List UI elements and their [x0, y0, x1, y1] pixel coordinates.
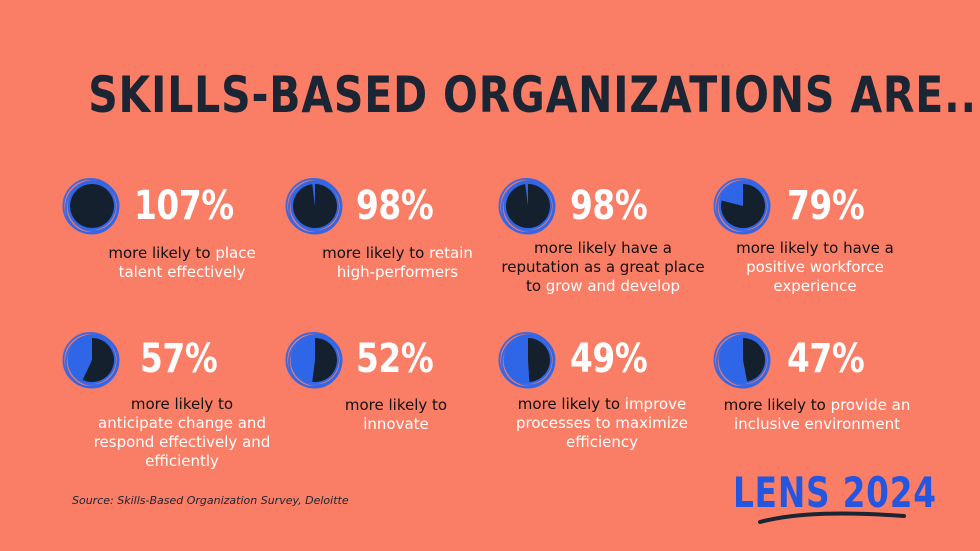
pie-chart-icon [498, 176, 558, 236]
pie-slice [743, 338, 765, 382]
stat-percent: 49% [570, 336, 648, 382]
stat-percent: 47% [787, 336, 865, 382]
pie-svg [498, 178, 556, 235]
stat-description: more likely have a reputation as a great… [498, 239, 708, 296]
pie-slice [506, 184, 550, 228]
stat-highlight: grow and develop [545, 277, 681, 295]
stat-highlight: provide an inclusive environment [734, 396, 911, 433]
stat-percent: 57% [140, 336, 218, 382]
stat-text: more likely have a reputation as a great… [501, 239, 705, 295]
pie-svg [62, 178, 120, 235]
stat-description: more likely to place talent effectively [92, 244, 272, 282]
stat-description: more likely to provide an inclusive envi… [712, 396, 922, 434]
pie-chart-icon [62, 176, 122, 236]
pie-svg [713, 332, 771, 389]
source-note: Source: Skills-Based Organization Survey… [72, 494, 349, 507]
stat-description: more likely to anticipate change and res… [92, 395, 272, 471]
stat-highlight: improve processes to maximize efficiency [515, 395, 688, 451]
brand-logo: LENS 2024 [733, 468, 937, 517]
pie-chart-icon [713, 330, 773, 390]
pie-slice [70, 184, 114, 228]
stat-percent: 107% [134, 183, 234, 229]
stat-description: more likely to improve processes to maxi… [512, 395, 692, 452]
pie-chart-icon [285, 176, 345, 236]
stat-highlight: innovate [363, 415, 429, 433]
pie-slice [528, 338, 550, 382]
stat-text: more likely to [517, 395, 625, 413]
brand-underline [758, 511, 906, 524]
stat-highlight: place talent effectively [118, 244, 256, 281]
pie-slice [82, 338, 114, 382]
stat-description: more likely to innovate [331, 396, 461, 434]
pie-chart-icon [285, 330, 345, 390]
stat-percent: 98% [356, 183, 434, 229]
pie-chart-icon [62, 330, 122, 390]
stat-percent: 52% [356, 336, 434, 382]
pie-slice [312, 338, 337, 382]
pie-svg [285, 332, 343, 389]
pie-svg [713, 178, 771, 235]
page-title: SKILLS-BASED ORGANIZATIONS ARE... [88, 66, 980, 124]
stat-text: more likely to [344, 396, 448, 414]
stat-percent: 98% [570, 183, 648, 229]
pie-slice [721, 184, 765, 228]
pie-chart-icon [713, 176, 773, 236]
stat-highlight: retain high-performers [336, 244, 473, 281]
stat-text: more likely to [108, 244, 216, 262]
stat-text: more likely to [723, 396, 831, 414]
pie-svg [498, 332, 556, 389]
stat-text: more likely to [322, 244, 430, 262]
pie-slice [293, 184, 337, 228]
pie-svg [285, 178, 343, 235]
stat-description: more likely to retain high-performers [305, 244, 490, 282]
stat-highlight: anticipate change and respond effectivel… [93, 414, 271, 470]
stat-percent: 79% [787, 183, 865, 229]
pie-chart-icon [498, 330, 558, 390]
stat-description: more likely to have a positive workforce… [725, 239, 905, 296]
stat-text: more likely to have a [736, 239, 894, 257]
stat-text: more likely to [130, 395, 234, 413]
pie-svg [62, 332, 120, 389]
stat-highlight: positive workforce experience [746, 258, 884, 295]
